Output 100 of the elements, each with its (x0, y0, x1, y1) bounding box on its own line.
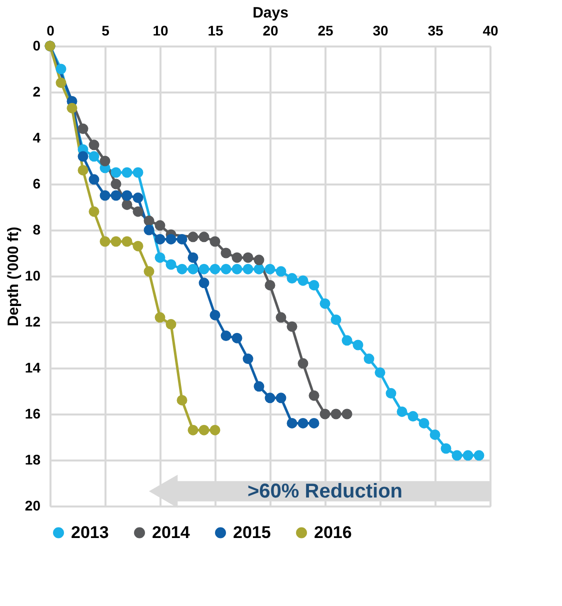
point (308, 280, 320, 290)
point (210, 424, 220, 436)
y-tick-label: 0 (32, 38, 41, 54)
legend-label: 2013 (71, 522, 109, 542)
point (286, 273, 298, 284)
point (210, 236, 220, 247)
point (198, 424, 210, 436)
point (330, 408, 342, 420)
point (276, 392, 286, 404)
point (440, 443, 452, 454)
point (342, 335, 352, 346)
point (154, 312, 166, 323)
point (122, 199, 132, 210)
point (220, 264, 232, 274)
point (286, 321, 298, 332)
point (66, 102, 78, 114)
point (78, 164, 88, 176)
point (396, 406, 408, 417)
point (166, 319, 176, 330)
annotation: >60% Reduction (247, 480, 403, 502)
point (176, 394, 188, 406)
point (308, 418, 320, 428)
legend-label: 2015 (233, 522, 271, 542)
point (188, 232, 198, 242)
point (100, 236, 110, 247)
point (198, 264, 210, 274)
point (100, 156, 110, 166)
point (462, 450, 474, 461)
point (254, 381, 264, 392)
point (176, 234, 188, 244)
point (408, 411, 418, 422)
y-tick-label: 6 (32, 176, 41, 192)
point (276, 312, 286, 323)
point (286, 418, 298, 428)
point (110, 190, 122, 201)
point (210, 310, 220, 320)
point (220, 330, 232, 342)
y-tick-label: 16 (24, 406, 41, 422)
point (298, 358, 308, 369)
x-tick-label: 30 (372, 22, 388, 38)
point (154, 234, 166, 244)
point (198, 278, 210, 288)
y-tick-label: 4 (32, 130, 41, 146)
point (144, 216, 154, 226)
point (88, 151, 100, 162)
point (386, 388, 396, 399)
y-axis-title: Depth ('000 ft) (4, 226, 22, 326)
point (88, 140, 100, 150)
point (88, 206, 100, 217)
point (132, 192, 144, 204)
legend-label: 2016 (314, 522, 352, 542)
point (232, 252, 242, 263)
point (242, 252, 254, 263)
point (110, 236, 122, 247)
point (88, 174, 100, 185)
y-tick-label: 12 (24, 314, 41, 330)
point (352, 340, 364, 350)
point (110, 178, 122, 190)
point (132, 167, 144, 178)
point (166, 259, 176, 270)
point (132, 240, 144, 252)
point (374, 367, 386, 378)
point (264, 280, 276, 290)
point (198, 232, 210, 242)
point (418, 418, 430, 428)
point (132, 206, 144, 217)
point (56, 78, 66, 88)
point (188, 264, 198, 274)
point (232, 264, 242, 274)
point (330, 314, 342, 325)
y-tick-label: 8 (32, 222, 41, 238)
point (430, 429, 440, 440)
point (308, 390, 320, 401)
point (144, 266, 154, 277)
point (78, 124, 88, 134)
x-tick-label: 40 (482, 22, 498, 38)
point (298, 418, 308, 428)
point (242, 264, 254, 274)
point (110, 167, 122, 178)
x-tick-label: 20 (262, 22, 278, 38)
point (188, 252, 198, 263)
point (298, 275, 308, 286)
point (264, 264, 276, 274)
point (122, 236, 132, 247)
point (220, 248, 232, 258)
point (210, 264, 220, 274)
y-tick-label: 20 (24, 498, 41, 514)
point (264, 392, 276, 404)
point (242, 354, 254, 364)
point (232, 332, 242, 344)
point (56, 64, 66, 74)
point (122, 190, 132, 201)
point (320, 298, 330, 309)
point (122, 167, 132, 178)
point (78, 151, 88, 162)
y-tick-label: 14 (24, 360, 41, 376)
point (154, 220, 166, 231)
y-tick-label: 2 (32, 84, 41, 100)
legend-label: 2014 (152, 522, 190, 542)
point (188, 424, 198, 436)
